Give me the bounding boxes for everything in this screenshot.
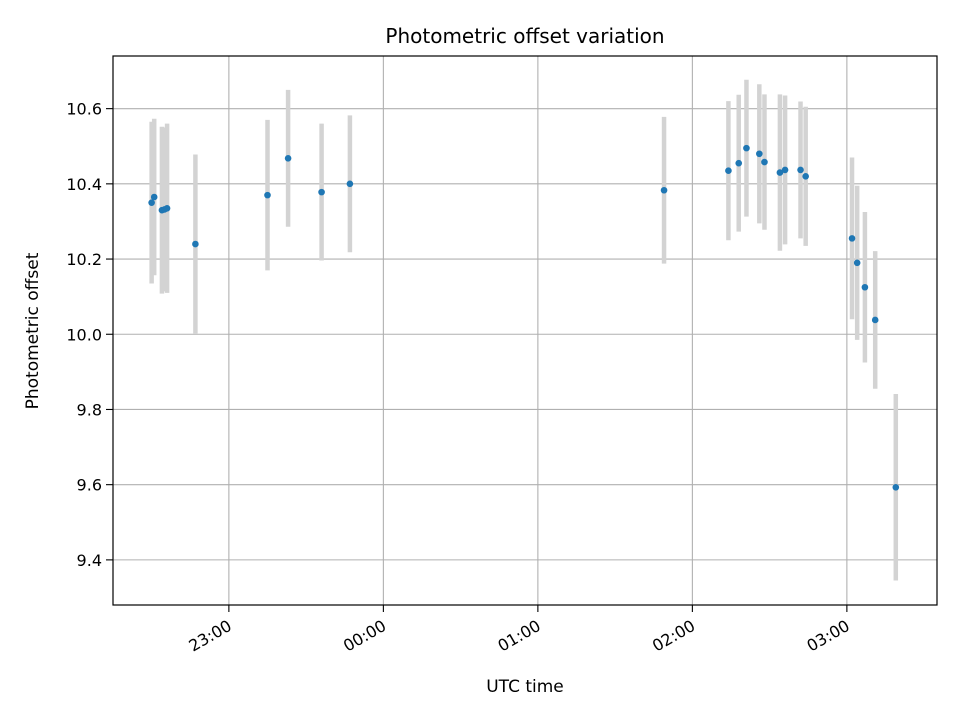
data-point: [318, 188, 325, 196]
data-point: [346, 180, 354, 188]
data-point: [150, 193, 158, 201]
y-tick-label: 10.6: [66, 100, 102, 119]
data-point: [264, 191, 271, 199]
y-tick-label: 9.8: [77, 400, 102, 419]
data-point: [853, 259, 861, 267]
data-point: [761, 158, 768, 166]
data-point: [848, 235, 856, 242]
data-point: [797, 166, 804, 174]
data-point: [776, 169, 784, 176]
data-point: [781, 166, 789, 174]
y-tick-label: 10.2: [66, 250, 102, 269]
data-point: [284, 154, 292, 162]
x-axis-label: UTC time: [486, 677, 564, 697]
chart-title: Photometric offset variation: [385, 24, 664, 48]
y-axis: 9.4 9.6 9.8 10.0 10.2 10.4 10.6: [66, 100, 113, 570]
data-point: [892, 484, 900, 491]
data-point: [148, 199, 155, 206]
data-point: [802, 173, 809, 180]
data-point: [192, 240, 199, 248]
data-point: [735, 159, 743, 167]
data-point: [725, 167, 732, 174]
data-point: [861, 283, 869, 291]
y-tick-label: 10.4: [66, 175, 102, 194]
data-point: [871, 316, 879, 324]
data-points: [148, 144, 900, 491]
y-tick-label: 9.6: [77, 476, 102, 495]
data-point: [163, 204, 171, 212]
grid: [113, 56, 937, 605]
plot-frame: [112, 55, 938, 606]
data-point: [743, 144, 750, 152]
data-point: [756, 150, 763, 158]
data-point: [660, 186, 668, 194]
y-tick-label: 9.4: [77, 551, 102, 570]
y-axis-label: Photometric offset: [23, 252, 43, 409]
y-tick-label: 10.0: [66, 325, 102, 344]
